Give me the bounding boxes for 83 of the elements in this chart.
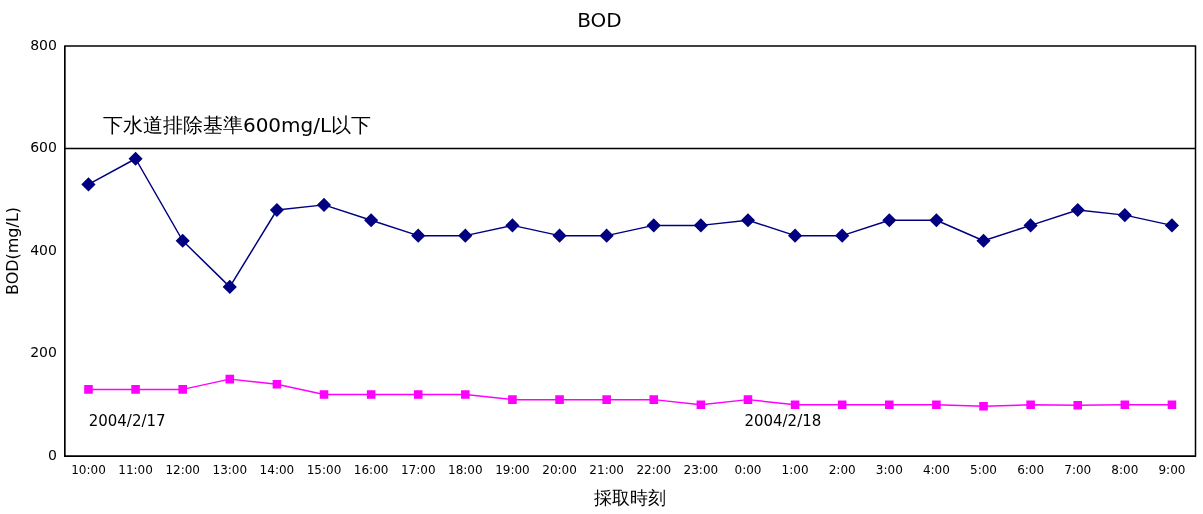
- y-tick-label: 0: [48, 446, 57, 463]
- point: [1165, 218, 1179, 233]
- x-tick-label: 12:00: [165, 463, 200, 478]
- annotation: 2004/2/18: [744, 411, 822, 430]
- point: [81, 177, 96, 192]
- x-tick-label: 15:00: [306, 463, 342, 478]
- point: [835, 228, 849, 243]
- point: [272, 379, 282, 389]
- point: [175, 234, 190, 248]
- y-tick-label: 400: [30, 241, 57, 258]
- point: [178, 385, 187, 394]
- chart-title: BOD: [577, 8, 622, 33]
- x-tick-label: 18:00: [448, 463, 483, 478]
- point: [599, 228, 614, 243]
- x-tick-label: 5:00: [970, 463, 997, 478]
- x-tick-label: 20:00: [542, 463, 577, 478]
- point: [741, 213, 755, 227]
- point: [552, 228, 567, 243]
- point: [461, 390, 470, 399]
- point: [932, 400, 941, 410]
- point: [317, 198, 331, 212]
- x-tick-label: 17:00: [400, 463, 436, 478]
- point: [131, 385, 140, 394]
- point: [694, 218, 708, 233]
- point: [1070, 203, 1085, 217]
- point: [976, 234, 991, 248]
- x-tick-label: 13:00: [212, 463, 248, 478]
- point: [270, 203, 284, 217]
- x-tick-label: 4:00: [922, 463, 950, 478]
- point: [1026, 400, 1035, 410]
- point: [555, 395, 564, 404]
- point: [1167, 400, 1177, 410]
- x-axis-title: 採取時刻: [594, 486, 667, 508]
- x-tick-label: 22:00: [636, 463, 672, 478]
- x-tick-label: 3:00: [875, 463, 903, 478]
- x-tick-label: 7:00: [1064, 463, 1092, 478]
- point: [458, 228, 473, 243]
- x-tick-label: 2:00: [828, 463, 856, 478]
- point: [790, 400, 800, 410]
- x-tick-label: 10:00: [71, 463, 106, 478]
- point: [1023, 218, 1038, 233]
- y-tick-label: 800: [30, 36, 57, 53]
- x-tick-label: 23:00: [683, 463, 719, 478]
- annotation: 2004/2/17: [88, 411, 166, 430]
- point: [882, 213, 897, 227]
- y-axis-title: BOD(mg/L): [2, 206, 22, 296]
- point: [602, 395, 611, 404]
- point: [649, 395, 659, 404]
- x-tick-label: 9:00: [1158, 463, 1186, 478]
- point: [364, 213, 378, 227]
- point: [1073, 400, 1083, 410]
- point: [413, 390, 423, 399]
- point: [743, 395, 753, 404]
- point: [837, 400, 847, 410]
- point: [225, 374, 235, 384]
- x-tick-label: 6:00: [1017, 463, 1045, 478]
- point: [366, 390, 376, 399]
- x-tick-label: 0:00: [734, 463, 762, 478]
- point: [508, 395, 517, 404]
- x-tick-label: 16:00: [353, 463, 389, 478]
- x-tick-label: 11:00: [118, 463, 153, 478]
- point: [647, 218, 661, 233]
- point: [696, 400, 706, 410]
- x-tick-label: 14:00: [259, 463, 295, 478]
- x-tick-label: 21:00: [589, 463, 624, 478]
- x-tick-label: 19:00: [495, 463, 530, 478]
- point: [411, 228, 425, 243]
- point: [1118, 208, 1132, 222]
- point: [223, 280, 237, 294]
- x-tick-label: 8:00: [1111, 463, 1139, 478]
- point: [979, 402, 988, 411]
- point: [319, 390, 329, 399]
- x-tick-label: 1:00: [781, 463, 809, 478]
- point: [929, 213, 944, 227]
- point: [788, 228, 802, 243]
- point: [128, 152, 143, 166]
- y-tick-label: 600: [30, 139, 57, 156]
- point: [1120, 400, 1130, 410]
- point: [84, 385, 93, 394]
- ref-line-label: 下水道排除基準600mg/L以下: [102, 112, 372, 137]
- point: [505, 218, 520, 233]
- point: [885, 400, 894, 410]
- y-tick-label: 200: [30, 344, 57, 361]
